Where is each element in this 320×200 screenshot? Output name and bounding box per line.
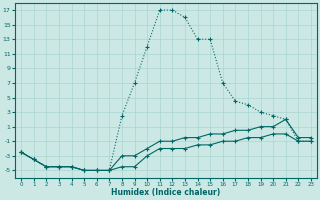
X-axis label: Humidex (Indice chaleur): Humidex (Indice chaleur) <box>111 188 221 197</box>
